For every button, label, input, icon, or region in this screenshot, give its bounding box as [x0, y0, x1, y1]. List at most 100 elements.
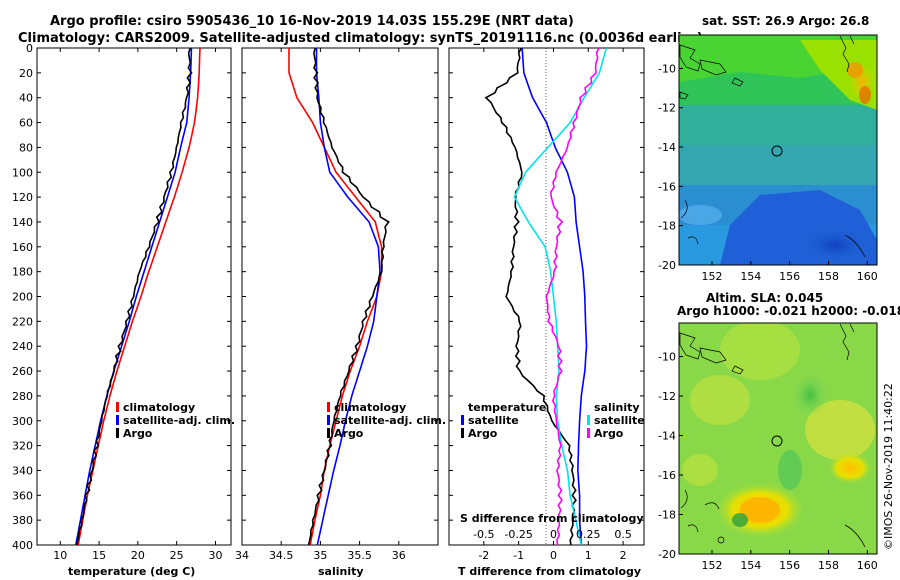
- series-line-t-argo: [484, 48, 577, 545]
- depth-tick-label: 180: [12, 266, 33, 279]
- map-y-tick-label: -14: [658, 430, 676, 443]
- x-tick-label: -2: [478, 549, 489, 562]
- legend-swatch-t-satellite: [461, 415, 464, 425]
- map-y-tick-label: -10: [658, 62, 676, 75]
- salinity-legend: climatology satellite-adj. clim. Argo: [327, 401, 446, 440]
- legend-title-temperature: temperature: [468, 401, 546, 414]
- temperature-xlabel: temperature (deg C): [68, 565, 195, 578]
- depth-tick-label: 220: [12, 315, 33, 328]
- depth-tick-label: 360: [12, 489, 33, 502]
- series-line-satellite-adj-clim-: [75, 48, 193, 545]
- figure-title-line1: Argo profile: csiro 5905436_10 16-Nov-20…: [50, 14, 574, 29]
- difference-legend-salinity: salinity satellite Argo: [587, 401, 645, 440]
- series-line-climatology: [77, 48, 201, 545]
- x-tick-label: 30: [208, 549, 222, 562]
- map-x-tick-label: 156: [779, 559, 800, 572]
- x-tick-label: 15: [92, 549, 106, 562]
- salinity-xlabel: salinity: [318, 565, 364, 578]
- map-ticks: 152 154 156 158 160 -10 -12 -14 -16 -18 -20 152 154 1…: [658, 62, 878, 572]
- legend-label-argo: Argo: [123, 427, 153, 440]
- sst-map-frame: [678, 34, 878, 266]
- legend-label-satellite: satellite-adj. clim.: [334, 414, 446, 427]
- legend-label-argo: Argo: [334, 427, 364, 440]
- depth-tick-label: 340: [12, 464, 33, 477]
- salinity-axes: [241, 47, 439, 546]
- map-x-tick-label: 156: [779, 270, 800, 283]
- depth-tick-label: 400: [12, 539, 33, 552]
- sst-map: [679, 35, 877, 265]
- depth-tick-label: 200: [12, 291, 33, 304]
- map-x-tick-label: 154: [740, 559, 761, 572]
- depth-tick-label: 320: [12, 440, 33, 453]
- map-x-tick-label: 152: [702, 559, 723, 572]
- legend-swatch-climatology: [327, 402, 330, 412]
- legend-label-t-argo: Argo: [468, 427, 498, 440]
- depth-tick-label: 120: [12, 191, 33, 204]
- x-tick-label: 35: [313, 549, 327, 562]
- x-tick-label: 1: [585, 549, 592, 562]
- map-x-tick-label: 152: [702, 270, 723, 283]
- sla-map-subtitle: Argo h1000: -0.021 h2000: -0.018: [677, 304, 900, 318]
- x-tick-label: 35.5: [347, 549, 372, 562]
- depth-tick-label: 100: [12, 166, 33, 179]
- map-y-tick-label: -12: [658, 102, 676, 115]
- x-tick-label: 10: [53, 549, 67, 562]
- imos-watermark: ©IMOS 26-Nov-2019 11:40:22: [882, 383, 895, 550]
- difference-lines: [484, 48, 608, 545]
- s-diff-tick-label: 0.5: [614, 528, 632, 541]
- series-line-argo: [307, 48, 390, 545]
- depth-tick-label: 80: [19, 141, 33, 154]
- x-tick-label: 34: [235, 549, 249, 562]
- sst-map-title: sat. SST: 26.9 Argo: 26.8: [702, 14, 869, 28]
- depth-tick-label: 40: [19, 92, 33, 105]
- map-y-tick-label: -10: [658, 351, 676, 364]
- salinity-lines: [288, 48, 390, 545]
- legend-label-t-satellite: satellite: [468, 414, 519, 427]
- series-line-argo: [75, 48, 193, 545]
- legend-label-climatology: climatology: [123, 401, 195, 414]
- legend-swatch-satellite: [327, 415, 330, 425]
- series-line-t-satellite: [521, 48, 588, 545]
- axes-ticks: 0204060801001201401601802002202402602803…: [12, 42, 644, 562]
- figure-title-line2: Climatology: CARS2009. Satellite-adjuste…: [18, 31, 703, 46]
- map-y-tick-label: -16: [658, 180, 676, 193]
- x-tick-label: 25: [170, 549, 184, 562]
- map-y-tick-label: -16: [658, 469, 676, 482]
- map-x-tick-label: 160: [857, 559, 878, 572]
- legend-swatch-argo: [327, 428, 330, 438]
- sdiff-xlabel: S difference from climatology: [460, 512, 644, 525]
- map-y-tick-label: -20: [658, 548, 676, 561]
- legend-swatch-s-satellite: [587, 415, 590, 425]
- map-x-tick-label: 158: [818, 559, 839, 572]
- tdiff-xlabel: T difference from climatology: [458, 565, 641, 578]
- series-line-s-argo: [545, 48, 600, 545]
- depth-tick-label: 60: [19, 117, 33, 130]
- sla-argo-marker: [771, 435, 783, 447]
- map-y-tick-label: -14: [658, 141, 676, 154]
- depth-tick-label: 280: [12, 390, 33, 403]
- map-y-tick-label: -18: [658, 220, 676, 233]
- legend-swatch-argo: [116, 428, 119, 438]
- sla-map-title: Altim. SLA: 0.045: [706, 291, 823, 305]
- map-y-tick-label: -20: [658, 259, 676, 272]
- x-tick-label: 2: [620, 549, 627, 562]
- depth-tick-label: 240: [12, 340, 33, 353]
- depth-tick-label: 300: [12, 415, 33, 428]
- legend-label-climatology: climatology: [334, 401, 406, 414]
- series-line-satellite-adj-clim-: [315, 48, 381, 545]
- legend-swatch-satellite: [116, 415, 119, 425]
- depth-tick-label: 380: [12, 514, 33, 527]
- depth-tick-label: 140: [12, 216, 33, 229]
- depth-tick-label: 160: [12, 241, 33, 254]
- x-tick-label: -1: [513, 549, 524, 562]
- legend-swatch-t-argo: [461, 428, 464, 438]
- x-tick-label: 0: [550, 549, 557, 562]
- sla-map-frame: [678, 322, 878, 555]
- difference-legend-temperature: temperature satellite Argo: [461, 401, 546, 440]
- legend-swatch-climatology: [116, 402, 119, 412]
- s-diff-tick-label: 0.25: [576, 528, 601, 541]
- legend-label-s-argo: Argo: [594, 427, 624, 440]
- temperature-legend: climatology satellite-adj. clim. Argo: [116, 401, 235, 440]
- s-diff-tick-label: -0.25: [504, 528, 532, 541]
